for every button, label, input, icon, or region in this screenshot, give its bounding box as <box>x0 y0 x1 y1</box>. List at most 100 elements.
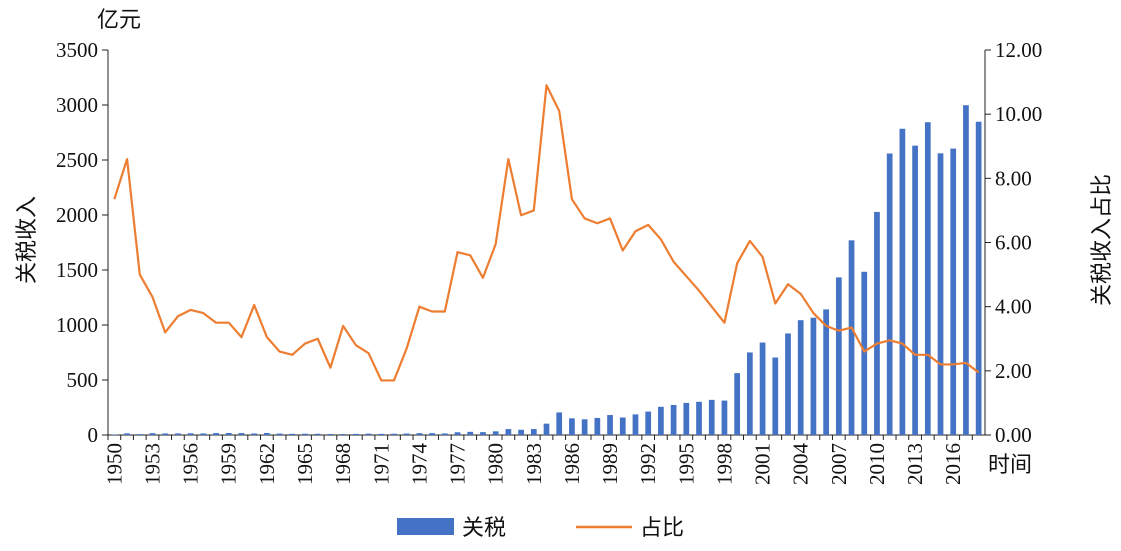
left-tick-label: 2000 <box>56 203 98 227</box>
x-tick-label: 1968 <box>331 443 355 485</box>
bar-1997 <box>708 399 715 435</box>
bar-1969 <box>352 433 359 435</box>
x-tick-label: 2007 <box>827 443 851 485</box>
bar-1951 <box>124 433 130 435</box>
x-tick-label: 1950 <box>102 443 126 485</box>
x-tick-label: 1989 <box>598 443 622 485</box>
bar-2011 <box>886 153 893 435</box>
bar-1999 <box>734 373 741 435</box>
bar-1967 <box>327 433 334 435</box>
left-tick-label: 1000 <box>56 313 98 337</box>
left-axis-title: 关税收入 <box>15 196 40 284</box>
bar-2006 <box>823 309 829 435</box>
left-tick-label: 500 <box>67 368 99 392</box>
bar-2013 <box>912 145 918 435</box>
right-tick-label: 2.00 <box>995 359 1032 383</box>
right-tick-label: 6.00 <box>995 231 1032 255</box>
bar-1990 <box>619 417 626 435</box>
right-tick-label: 10.00 <box>995 102 1042 126</box>
bar-1983 <box>530 429 537 435</box>
x-axis-unit: 时间 <box>988 453 1032 478</box>
bar-1980 <box>492 431 499 435</box>
legend-label-bar: 关税 <box>462 516 506 541</box>
bar-2007 <box>835 277 842 435</box>
bar-1991 <box>632 414 639 435</box>
bar-1952 <box>136 434 143 435</box>
x-tick-label: 1962 <box>255 443 279 485</box>
bar-1953 <box>149 433 156 435</box>
bar-1959 <box>225 432 232 435</box>
bar-2008 <box>848 240 855 435</box>
left-tick-label: 2500 <box>56 148 98 172</box>
bar-1979 <box>480 432 486 435</box>
bar-1950 <box>111 434 118 435</box>
bar-2003 <box>785 333 791 435</box>
bar-1998 <box>721 400 728 435</box>
bar-1993 <box>658 406 664 435</box>
legend-swatch-bar <box>397 518 454 535</box>
bar-1971 <box>378 433 385 435</box>
bar-1987 <box>581 419 588 435</box>
bar-2001 <box>759 342 766 435</box>
right-axis-ticks: 0.00 2.00 4.00 6.00 8.00 10.00 12.00 <box>985 38 1042 447</box>
bar-1988 <box>594 417 601 435</box>
right-tick-label: 8.00 <box>995 166 1032 190</box>
bar-1992 <box>645 411 652 435</box>
bar-1986 <box>569 418 575 435</box>
bar-1968 <box>340 434 346 435</box>
right-tick-label: 0.00 <box>995 423 1032 447</box>
x-tick-label: 1974 <box>407 443 431 486</box>
bar-1989 <box>607 415 613 435</box>
x-tick-label: 1959 <box>217 443 241 485</box>
bar-1954 <box>162 433 169 435</box>
legend: 关税 占比 <box>397 516 684 541</box>
x-tick-label: 1953 <box>140 443 164 485</box>
x-tick-label: 1986 <box>560 443 584 485</box>
bar-1970 <box>365 433 372 435</box>
x-tick-label: 2013 <box>903 443 927 485</box>
bar-1978 <box>467 431 474 435</box>
bar-1966 <box>314 433 321 435</box>
bar-1994 <box>670 405 677 435</box>
bar-1962 <box>264 432 270 435</box>
bar-2016 <box>950 148 957 435</box>
bar-2005 <box>810 317 817 435</box>
bar-1957 <box>200 433 207 435</box>
bar-2017 <box>963 105 969 435</box>
bar-series <box>111 105 982 435</box>
x-tick-label: 1956 <box>179 443 203 485</box>
bar-1985 <box>556 412 563 435</box>
right-axis-title: 关税收入占比 <box>1090 174 1115 306</box>
left-tick-label: 0 <box>88 423 99 447</box>
bar-1956 <box>187 433 194 435</box>
line-series <box>113 84 980 382</box>
x-tick-label: 1977 <box>446 443 470 485</box>
bar-1961 <box>251 433 258 435</box>
right-tick-label: 12.00 <box>995 38 1042 62</box>
bar-1996 <box>696 401 702 435</box>
bar-1960 <box>238 433 245 435</box>
x-tick-label: 1995 <box>674 443 698 485</box>
bar-1981 <box>505 429 512 435</box>
x-tick-label: 1980 <box>484 443 508 485</box>
bar-2004 <box>797 320 804 435</box>
x-tick-label: 1998 <box>712 443 736 485</box>
x-tick-label: 1983 <box>522 443 546 485</box>
left-tick-label: 1500 <box>56 258 98 282</box>
bar-2010 <box>874 211 880 435</box>
bar-2018 <box>975 121 982 435</box>
bar-1975 <box>429 433 435 435</box>
x-tick-label: 1992 <box>636 443 660 485</box>
left-axis-unit: 亿元 <box>97 8 141 33</box>
bar-1973 <box>403 433 410 435</box>
bar-1976 <box>441 433 448 435</box>
bar-1964 <box>289 433 296 435</box>
bar-1977 <box>454 432 461 435</box>
left-tick-label: 3500 <box>56 38 98 62</box>
x-tick-label: 2010 <box>865 443 889 485</box>
bar-2012 <box>899 128 906 435</box>
bar-1982 <box>518 429 524 435</box>
bar-2014 <box>924 122 931 435</box>
x-tick-label: 2016 <box>941 443 965 485</box>
